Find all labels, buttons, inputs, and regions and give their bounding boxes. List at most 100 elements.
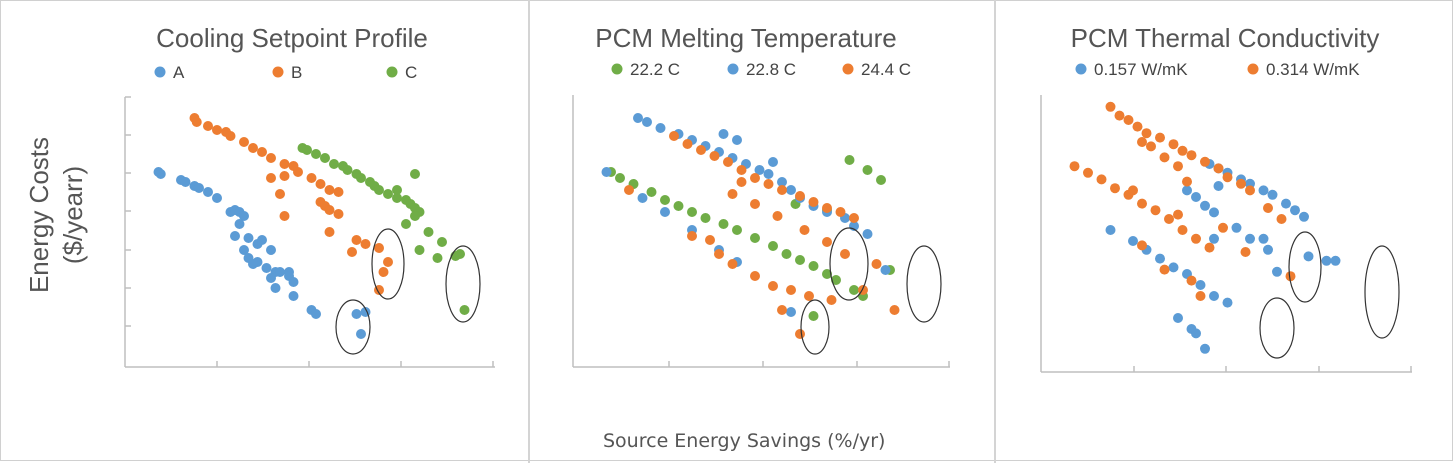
data-point — [862, 165, 873, 175]
data-point — [714, 249, 724, 259]
data-point — [799, 225, 810, 235]
data-point — [234, 219, 245, 229]
data-point — [1173, 313, 1183, 323]
data-point — [1258, 185, 1269, 196]
data-point — [1173, 161, 1183, 172]
chart-title: PCM Melting Temperature — [595, 23, 897, 53]
data-point — [266, 273, 276, 283]
data-point — [1240, 247, 1251, 257]
data-point — [768, 241, 778, 251]
data-point — [315, 179, 326, 189]
data-point — [1263, 244, 1273, 255]
data-point — [414, 245, 425, 255]
data-point — [455, 249, 465, 259]
data-point — [270, 283, 281, 293]
data-point — [642, 117, 652, 127]
data-point — [1276, 214, 1287, 224]
data-point — [646, 187, 657, 197]
data-point — [849, 213, 859, 223]
data-point — [203, 121, 213, 131]
data-point — [342, 165, 353, 175]
data-point — [257, 235, 267, 245]
legend-marker — [842, 63, 854, 75]
data-point — [378, 267, 389, 277]
data-point — [736, 177, 747, 187]
y-axis-label: Energy Costs ($/yearr) — [22, 100, 90, 330]
data-point — [871, 259, 882, 269]
data-point — [786, 185, 796, 195]
data-point — [709, 151, 720, 161]
data-point — [1213, 163, 1224, 174]
legend-label: B — [291, 63, 302, 82]
data-point — [288, 291, 299, 301]
data-point — [862, 229, 873, 239]
data-point — [781, 249, 792, 259]
highlight-ellipse — [335, 299, 371, 355]
data-point — [637, 193, 648, 203]
data-point — [1218, 222, 1228, 233]
data-point — [795, 191, 805, 201]
legend-label: A — [173, 63, 185, 82]
data-point — [601, 167, 612, 177]
data-point — [1236, 178, 1246, 189]
data-point — [239, 245, 249, 255]
panel-divider-2 — [994, 0, 996, 463]
data-point — [356, 329, 366, 339]
data-point — [1195, 280, 1206, 290]
data-point — [225, 131, 236, 141]
highlight-ellipse — [445, 245, 481, 323]
data-point — [763, 169, 774, 179]
data-point — [1164, 214, 1174, 224]
data-point — [1159, 264, 1170, 275]
data-point — [1155, 253, 1165, 264]
data-point — [401, 219, 411, 229]
data-point — [1096, 174, 1107, 185]
data-point — [777, 305, 787, 315]
data-point — [786, 285, 796, 295]
data-point — [822, 237, 832, 247]
data-point — [1272, 266, 1282, 277]
x-axis-label: Source Energy Savings (%/yr) — [603, 430, 886, 452]
data-point — [1200, 200, 1210, 211]
data-point — [212, 193, 222, 203]
data-point — [1128, 236, 1138, 246]
data-point — [311, 149, 321, 159]
data-point — [772, 211, 783, 221]
data-point — [320, 153, 330, 163]
data-point — [288, 277, 299, 287]
panel-divider-1 — [528, 0, 530, 463]
data-point — [849, 285, 859, 295]
data-point — [293, 167, 303, 177]
data-point — [383, 257, 393, 267]
data-point — [437, 237, 447, 247]
data-point — [1150, 205, 1161, 216]
data-point — [374, 243, 384, 253]
highlight-ellipse — [1364, 245, 1400, 339]
legend-label: 22.8 C — [746, 60, 796, 79]
legend-marker — [1075, 63, 1087, 75]
data-point — [351, 309, 362, 319]
data-point — [1281, 198, 1291, 209]
data-point — [768, 157, 778, 167]
data-point — [1137, 198, 1147, 209]
data-point — [808, 261, 819, 271]
data-point — [212, 125, 222, 135]
data-point — [768, 281, 778, 291]
chart-title: PCM Thermal Conductivity — [1071, 23, 1380, 53]
data-point — [191, 117, 202, 127]
data-point — [1146, 141, 1156, 152]
data-point — [687, 207, 697, 217]
data-point — [1137, 240, 1147, 251]
data-point — [1132, 121, 1143, 132]
data-point — [1141, 128, 1152, 139]
data-point — [1182, 176, 1192, 187]
data-point — [1303, 251, 1314, 262]
data-point — [1213, 181, 1224, 191]
data-point — [392, 185, 402, 195]
data-point — [750, 173, 760, 183]
data-point — [1105, 101, 1116, 112]
data-point — [732, 225, 742, 235]
data-point — [1299, 211, 1309, 222]
data-point — [732, 135, 742, 145]
data-point — [266, 173, 276, 183]
